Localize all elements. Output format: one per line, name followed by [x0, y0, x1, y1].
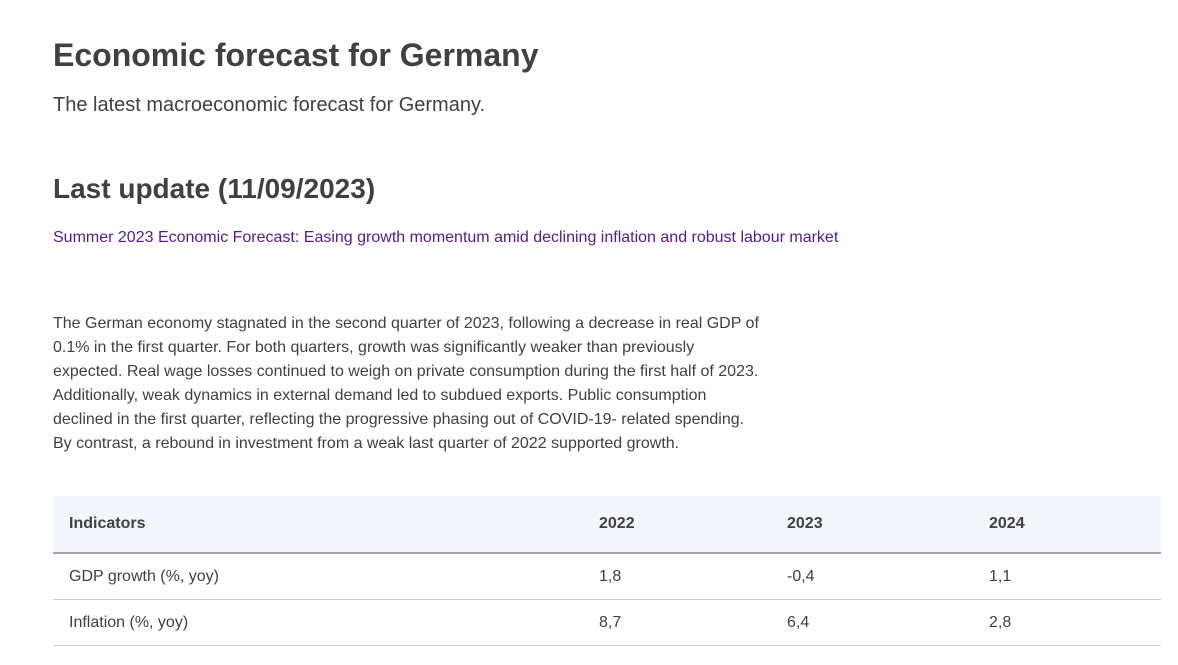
page-title: Economic forecast for Germany — [53, 37, 539, 73]
header-2024: 2024 — [973, 496, 1161, 554]
cell-2023: -0,4 — [771, 553, 973, 600]
cell-2022: 1,8 — [583, 553, 771, 600]
table-row: Inflation (%, yoy) 8,7 6,4 2,8 — [53, 599, 1161, 646]
row-label: Inflation (%, yoy) — [53, 599, 583, 646]
cell-2022: 8,7 — [583, 599, 771, 646]
header-indicators: Indicators — [53, 496, 583, 554]
table-row: GDP growth (%, yoy) 1,8 -0,4 1,1 — [53, 553, 1161, 600]
cell-2023: 6,4 — [771, 599, 973, 646]
cell-2024: 2,8 — [973, 599, 1161, 646]
cell-2024: 1,1 — [973, 553, 1161, 600]
table-header-row: Indicators 2022 2023 2024 — [53, 496, 1161, 554]
row-label: GDP growth (%, yoy) — [53, 553, 583, 600]
page-subtitle: The latest macroeconomic forecast for Ge… — [53, 94, 486, 116]
indicators-table: Indicators 2022 2023 2024 GDP growth (%,… — [53, 496, 1161, 646]
last-update-heading: Last update (11/09/2023) — [53, 173, 376, 204]
header-2022: 2022 — [583, 496, 771, 554]
header-2023: 2023 — [771, 496, 973, 554]
summer-forecast-link[interactable]: Summer 2023 Economic Forecast: Easing gr… — [53, 229, 839, 246]
intro-paragraph: The German economy stagnated in the seco… — [53, 315, 759, 452]
